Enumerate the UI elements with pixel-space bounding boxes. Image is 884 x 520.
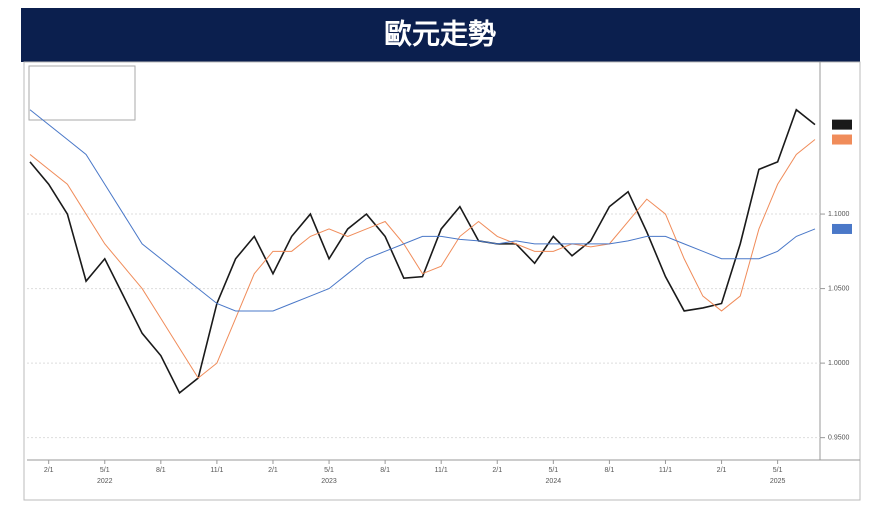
series-line (29, 109, 816, 312)
chart-frame (23, 61, 861, 501)
x-group-label: 2025 (770, 478, 786, 485)
x-tick-label: 2/1 (492, 467, 502, 474)
y-tick-label: 1.0000 (828, 360, 850, 367)
x-tick-label: 2/1 (44, 467, 54, 474)
series-line (29, 108, 816, 395)
x-group-label: 2022 (97, 478, 113, 485)
y-tick-label: 1.0500 (828, 285, 850, 292)
last-value-box (832, 134, 852, 145)
x-tick-label: 11/1 (435, 467, 448, 474)
series-line (29, 139, 816, 379)
x-tick-label: 2/1 (717, 467, 727, 474)
x-tick-label: 5/1 (100, 467, 110, 474)
x-tick-label: 11/1 (659, 467, 672, 474)
y-tick-label: 0.9500 (828, 434, 850, 441)
x-tick-label: 5/1 (324, 467, 334, 474)
last-value-box (832, 223, 852, 234)
x-group-label: 2024 (546, 478, 562, 485)
y-tick-label: 1.1000 (828, 211, 850, 218)
x-tick-label: 5/1 (773, 467, 783, 474)
x-group-label: 2023 (321, 478, 337, 485)
x-tick-label: 5/1 (548, 467, 558, 474)
legend-box (28, 65, 136, 121)
x-tick-label: 2/1 (268, 467, 278, 474)
x-tick-label: 8/1 (156, 467, 166, 474)
x-tick-label: 8/1 (380, 467, 390, 474)
x-tick-label: 11/1 (210, 467, 223, 474)
last-value-box (832, 119, 852, 130)
chart-title: 歐元走勢 (384, 18, 496, 49)
title-bar (21, 8, 860, 62)
x-tick-label: 8/1 (605, 467, 615, 474)
